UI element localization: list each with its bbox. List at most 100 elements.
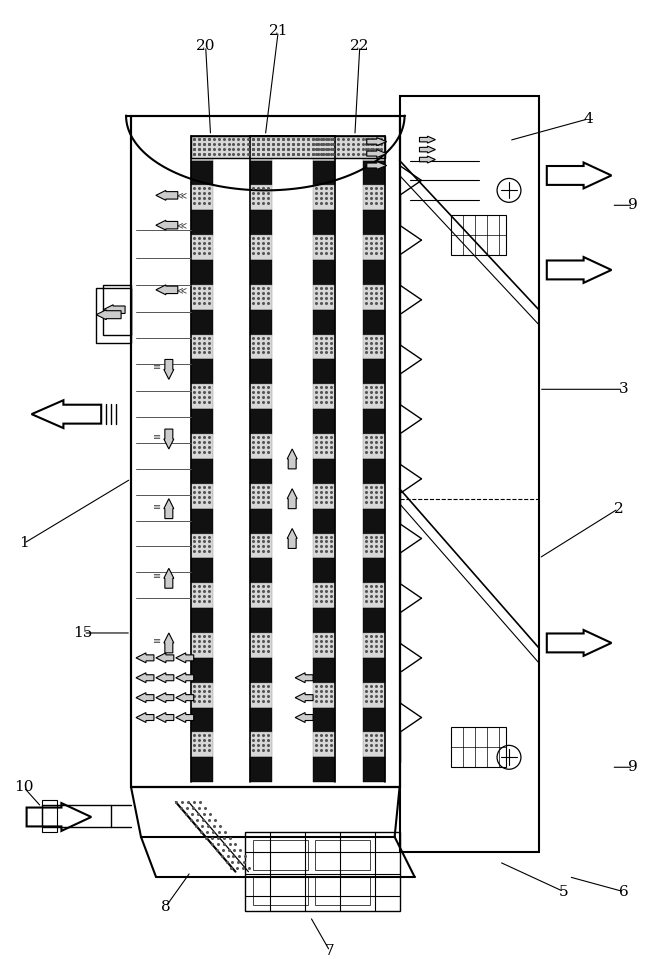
Bar <box>313 434 335 459</box>
Bar <box>97 288 131 342</box>
Bar <box>313 160 335 185</box>
Polygon shape <box>295 712 313 723</box>
Bar <box>250 136 335 158</box>
Bar <box>363 459 385 483</box>
Polygon shape <box>156 190 178 200</box>
Bar <box>313 136 335 160</box>
Polygon shape <box>164 633 174 653</box>
Bar <box>250 235 272 260</box>
Polygon shape <box>156 712 174 723</box>
Bar <box>250 185 272 210</box>
Bar <box>246 832 400 911</box>
Polygon shape <box>97 309 121 320</box>
Bar <box>250 483 272 508</box>
Text: ⁞: ⁞ <box>121 305 125 314</box>
Polygon shape <box>176 712 194 723</box>
Polygon shape <box>164 359 174 380</box>
Polygon shape <box>287 489 297 508</box>
Bar <box>363 633 385 658</box>
Bar <box>363 210 385 235</box>
Bar <box>313 409 335 434</box>
Bar <box>363 260 385 284</box>
Polygon shape <box>295 673 313 682</box>
Bar <box>313 608 335 633</box>
Bar <box>191 533 213 558</box>
Bar <box>313 558 335 583</box>
Bar <box>363 136 385 160</box>
Text: 4: 4 <box>584 111 594 126</box>
Text: 5: 5 <box>559 884 568 899</box>
Bar <box>191 757 213 782</box>
Bar <box>313 682 335 707</box>
Bar <box>131 115 400 787</box>
Bar <box>250 533 272 558</box>
Polygon shape <box>419 146 435 153</box>
Bar <box>313 658 335 682</box>
Text: 22: 22 <box>350 39 369 53</box>
Bar <box>313 384 335 409</box>
Polygon shape <box>136 653 154 663</box>
Bar <box>253 876 308 904</box>
Bar <box>250 732 272 757</box>
Bar <box>191 707 213 732</box>
Polygon shape <box>287 529 297 549</box>
Bar <box>313 309 335 334</box>
Bar <box>451 215 506 255</box>
Bar <box>363 384 385 409</box>
Text: ≡: ≡ <box>153 571 161 581</box>
Bar <box>363 235 385 260</box>
Bar <box>250 260 272 284</box>
Polygon shape <box>176 673 194 682</box>
Bar <box>313 508 335 533</box>
Bar <box>250 459 272 483</box>
Polygon shape <box>156 284 178 295</box>
Bar <box>313 533 335 558</box>
Text: ≪: ≪ <box>176 284 186 295</box>
Bar <box>363 409 385 434</box>
Text: ≪: ≪ <box>176 190 186 200</box>
Bar <box>451 727 506 767</box>
Text: 1: 1 <box>19 536 29 551</box>
Bar <box>191 658 213 682</box>
Bar <box>363 359 385 384</box>
Bar <box>250 434 272 459</box>
Polygon shape <box>419 136 435 143</box>
Bar <box>313 359 335 384</box>
Bar <box>41 801 58 832</box>
Bar <box>191 160 213 185</box>
Bar <box>250 210 272 235</box>
Bar <box>313 583 335 608</box>
Bar <box>191 235 213 260</box>
Bar <box>253 840 308 870</box>
Bar <box>191 732 213 757</box>
Bar <box>191 434 213 459</box>
Bar <box>191 136 385 158</box>
Bar <box>313 633 335 658</box>
Bar <box>313 284 335 309</box>
Polygon shape <box>164 568 174 588</box>
Bar <box>191 136 385 158</box>
Text: ≡: ≡ <box>153 636 161 646</box>
Bar <box>191 508 213 533</box>
Bar <box>315 840 370 870</box>
Text: 15: 15 <box>74 626 93 640</box>
Bar <box>250 633 272 658</box>
Bar <box>363 608 385 633</box>
Bar <box>250 359 272 384</box>
Text: 3: 3 <box>619 382 628 396</box>
Polygon shape <box>176 653 194 663</box>
Bar <box>191 260 213 284</box>
Bar <box>131 115 400 787</box>
Bar <box>103 284 131 334</box>
Bar <box>191 483 213 508</box>
Text: 8: 8 <box>161 899 170 914</box>
Bar <box>313 235 335 260</box>
Bar <box>363 732 385 757</box>
Bar <box>250 558 272 583</box>
Polygon shape <box>164 429 174 449</box>
Polygon shape <box>367 137 387 146</box>
Bar <box>191 384 213 409</box>
Bar <box>363 160 385 185</box>
Text: 20: 20 <box>196 39 215 53</box>
Bar <box>313 707 335 732</box>
